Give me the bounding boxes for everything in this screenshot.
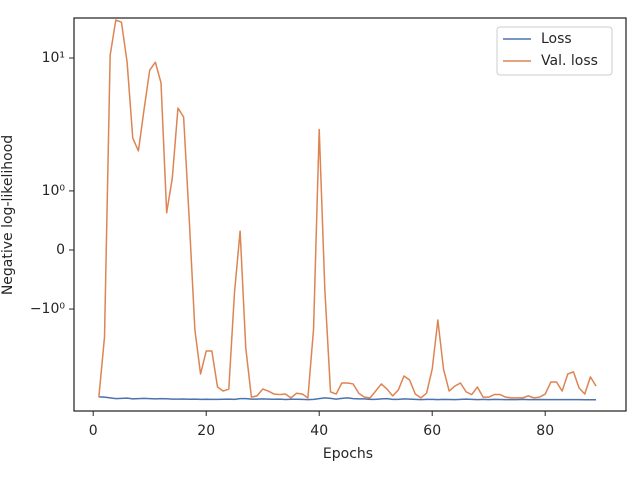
x-tick-label: 80 bbox=[536, 423, 554, 439]
x-tick-label: 40 bbox=[310, 423, 328, 439]
series-line bbox=[98, 19, 597, 399]
legend-label: Val. loss bbox=[541, 53, 598, 69]
series-line bbox=[98, 396, 597, 401]
x-tick-label: 0 bbox=[89, 423, 98, 439]
y-tick-label: 10⁰ bbox=[42, 183, 66, 199]
y-tick-label: 10¹ bbox=[42, 50, 65, 66]
x-axis-label: Epochs bbox=[323, 446, 373, 462]
y-axis-label: Negative log-likelihood bbox=[0, 135, 16, 295]
legend-label: Loss bbox=[541, 31, 572, 47]
legend: Loss Val. loss bbox=[496, 26, 613, 76]
x-tick-label: 20 bbox=[197, 423, 215, 439]
plot-frame bbox=[73, 17, 627, 412]
x-tick-label: 60 bbox=[423, 423, 441, 439]
y-tick-label: −10⁰ bbox=[30, 301, 66, 317]
y-tick-label: 0 bbox=[56, 242, 65, 258]
